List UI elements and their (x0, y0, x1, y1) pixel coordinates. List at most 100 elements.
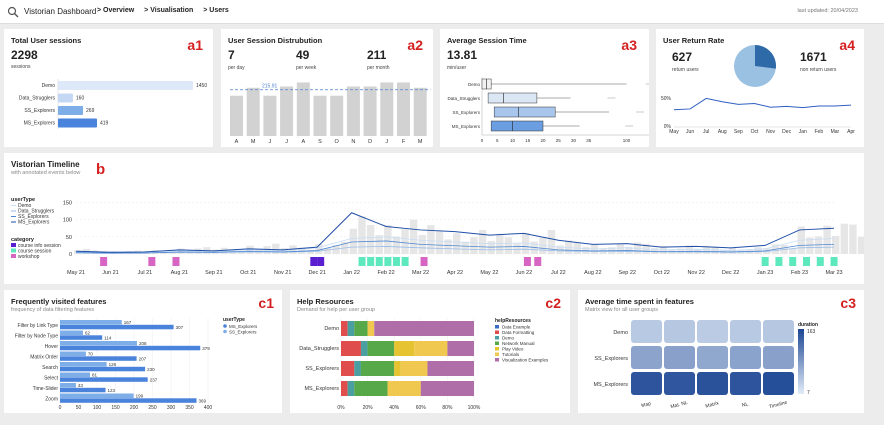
bar-segment (394, 341, 415, 356)
heatmap-cell (697, 320, 728, 343)
bar (392, 236, 401, 254)
bar (547, 230, 556, 254)
bar-segment (341, 321, 348, 336)
legend-bar (798, 329, 804, 394)
legend-swatch (11, 248, 16, 253)
bar (323, 247, 332, 254)
heatmap-cell (697, 346, 728, 369)
per-day-unit: per day (228, 65, 245, 71)
legend-item: Demo (18, 203, 32, 209)
bar (60, 320, 122, 325)
tick-label: Mar (831, 129, 840, 135)
panel-subtitle: frequency of data filtering features (11, 307, 95, 313)
panel-session-distribution: User Session Distrubution a2 7 per day 4… (221, 29, 433, 147)
box-label: MS_Explorers (452, 124, 481, 129)
bar (363, 86, 377, 136)
bar-label: SS_Explorers (305, 366, 339, 372)
tick-label: Nov 22 (687, 270, 704, 276)
breadcrumb: > Overview > Visualisation > Users (97, 7, 239, 14)
tick-label: F (402, 139, 406, 145)
panel-visited-features: Frequently visited features frequency of… (4, 290, 282, 413)
col-label: NL (741, 401, 749, 409)
tick-label: Dec (782, 129, 791, 135)
bar-label: Time-Slider (33, 386, 59, 392)
bar-segment (341, 341, 361, 356)
legend-swatch (495, 358, 499, 362)
heatmap-cell (631, 346, 662, 369)
bar (754, 247, 762, 254)
event-marker (420, 257, 428, 266)
bar (168, 251, 177, 254)
bar (60, 324, 174, 330)
tick-label: 25 (556, 138, 562, 143)
bar (313, 95, 327, 136)
bar-value: 208 (139, 341, 147, 346)
bar (280, 248, 289, 254)
panel-title: Vistorian Timeline (11, 160, 80, 169)
tick-label: Jul (703, 129, 709, 135)
event-marker (358, 257, 366, 266)
bar (296, 82, 310, 136)
breadcrumb-users-link[interactable]: > Users (203, 7, 229, 14)
row-label: SS_Explorers (594, 356, 628, 362)
legend-item: Demo (502, 336, 515, 341)
bar (60, 356, 137, 361)
bar (60, 372, 90, 377)
sessions-bar-chart: Demo 1450 Data_Strugglers 160 SS_Explorers 26… (19, 79, 207, 129)
tick-label: 40% (389, 405, 400, 411)
tick-label: Sep 22 (619, 270, 636, 276)
bar (60, 362, 107, 367)
bar (788, 248, 797, 254)
last-updated-text: last updated: 20/04/2023 (797, 8, 858, 14)
bar (330, 95, 344, 136)
return-users-unit: return users (672, 67, 699, 73)
bar (272, 243, 280, 254)
bar-value: 1450 (196, 83, 207, 89)
bar (60, 393, 134, 398)
tick-label: 50 (66, 235, 72, 241)
tick-label: 80% (442, 405, 453, 411)
breadcrumb-overview-link[interactable]: > Overview (97, 7, 135, 14)
bar (590, 244, 599, 254)
tick-label: May (669, 129, 679, 135)
tick-label: Mar 23 (825, 270, 842, 276)
heatmap-cell (763, 372, 794, 395)
bar-segment (367, 341, 395, 356)
per-day-value: 7 (228, 48, 235, 62)
event-marker (830, 257, 838, 266)
tick-label: 350 (185, 405, 194, 411)
bar (685, 245, 693, 254)
panel-tag: a1 (187, 37, 203, 53)
bar (823, 225, 831, 254)
tick-label: J (269, 139, 272, 145)
bar-label: Search (42, 365, 58, 371)
panel-tag: a4 (839, 37, 855, 53)
bar (470, 237, 478, 254)
breadcrumb-visualisation-link[interactable]: > Visualisation (144, 7, 194, 14)
panel-subtitle: Demand for help per user group (297, 307, 375, 313)
bar (427, 225, 435, 254)
pie-return-slice (755, 45, 776, 69)
tick-label: Apr 22 (447, 270, 463, 276)
bar-label: Demo (42, 83, 56, 89)
event-marker (100, 257, 108, 266)
panel-subtitle: Matrix view for all user groups (585, 307, 659, 313)
panel-title: User Session Distrubution (228, 36, 323, 45)
bar (280, 86, 294, 136)
bar-label: Select (44, 376, 59, 382)
legend-item: MS_Explorers (229, 324, 258, 329)
panel-total-sessions: Total User sessions a1 2298 sessions Dem… (4, 29, 213, 147)
bar (478, 229, 487, 254)
bar-value: 70 (88, 352, 94, 357)
tick-label: A (301, 139, 305, 145)
bar (616, 243, 625, 254)
box-label: Data_Strugglers (447, 96, 480, 101)
bar (349, 228, 358, 254)
mean-label: 215.91 (262, 84, 278, 90)
panel-tag: a2 (407, 37, 423, 53)
bar (315, 244, 323, 254)
bar-value: 307 (176, 325, 184, 330)
bar-segment (400, 361, 428, 376)
tick-label: J (385, 139, 388, 145)
legend-item: Data Example (502, 325, 531, 330)
